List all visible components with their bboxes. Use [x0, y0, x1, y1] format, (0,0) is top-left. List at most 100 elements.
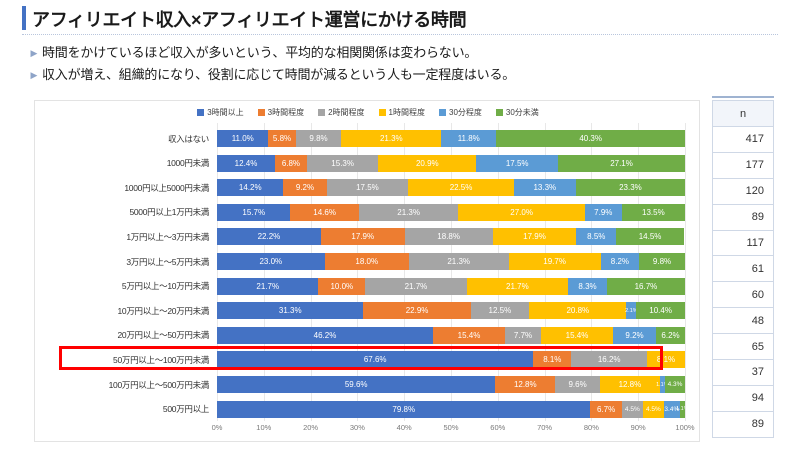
row-label: 収入はない: [167, 133, 209, 144]
bar-value-label: 19.7%: [543, 257, 566, 266]
bar-segment: 3.4%: [663, 400, 680, 418]
bar-segment: 14.2%: [217, 179, 284, 197]
bar-value-label: 67.6%: [363, 355, 387, 365]
chart-panel: 3時間以上 3時間程度 2時間程度 1時間程度 30分程度 30分未満 収入はない 11.0…: [34, 100, 700, 442]
page-title: アフィリエイト収入×アフィリエイト運営にかける時間: [32, 10, 467, 30]
bar-segment: 31.3%: [217, 302, 364, 320]
x-tick-label: 10%: [256, 423, 272, 432]
row-label: 100万円以上～500万円未満: [108, 379, 210, 390]
bar-segment: 7.7%: [505, 326, 542, 344]
bar-value-label: 23.0%: [259, 257, 283, 266]
bar-value-label: 7.7%: [513, 330, 533, 340]
bar-value-label: 20.8%: [566, 306, 590, 316]
bar-segment: 17.5%: [476, 154, 559, 172]
gridline: [357, 123, 359, 421]
chart-row: 5万円以上～10万円未満 21.7% 10.0% 21.7% 21.7% 8.3% 16.7…: [35, 275, 701, 298]
bar-segment: 17.9%: [320, 228, 405, 246]
stacked-bar: 21.7% 10.0% 21.7% 21.7% 8.3% 16.7%: [217, 277, 685, 295]
chart-row: 50万円以上～100万円未満 67.6% 8.1% 16.2% 8.1%: [35, 348, 701, 371]
bar-segment: 9.2%: [283, 179, 327, 197]
bar-value-label: 15.4%: [565, 330, 589, 340]
n-table-cell: 60: [713, 282, 773, 309]
x-tick-label: 40%: [396, 423, 412, 432]
gridline: [544, 123, 546, 421]
bar-segment: 22.5%: [408, 179, 514, 197]
legend-swatch-icon: [257, 109, 265, 116]
n-table-cell: 65: [713, 334, 773, 361]
bar-value-label: 1.1%: [656, 381, 669, 388]
bar-value-label: 8.2%: [610, 257, 630, 266]
bar-value-label: 13.5%: [642, 207, 665, 217]
bar-segment: 12.8%: [600, 376, 660, 393]
stacked-bar: 15.7% 14.6% 21.3% 27.0% 7.9% 13.5%: [217, 203, 685, 221]
bar-value-label: 14.2%: [238, 183, 262, 193]
bar-value-label: 11.8%: [457, 134, 480, 143]
bar-segment: 22.2%: [217, 228, 321, 246]
n-table-top-rule: [712, 96, 774, 98]
chart-row: 100万円以上～500万円未満 59.6% 12.8% 9.6% 12.8% 1.1% 4.…: [35, 373, 701, 396]
stacked-bar: 22.2% 17.9% 18.8% 17.9% 8.5% 14.5%: [217, 228, 685, 246]
legend-item-5[interactable]: 30分未満: [495, 107, 539, 118]
bar-value-label: 9.2%: [295, 183, 315, 193]
bar-value-label: 16.2%: [597, 355, 621, 365]
bar-segment: 59.6%: [217, 376, 496, 393]
chart-legend: 3時間以上 3時間程度 2時間程度 1時間程度 30分程度 30分未満: [35, 107, 701, 118]
row-label: 5000円以上1万円未満: [129, 207, 209, 218]
x-tick-label: 80%: [583, 423, 599, 432]
bullet-text: 収入が増え、組織的になり、役割に応じて時間が減るという人も一定程度はいる。: [42, 67, 516, 82]
legend-item-2[interactable]: 2時間程度: [318, 107, 365, 118]
gridline: [451, 123, 452, 421]
bar-segment: 17.5%: [326, 179, 409, 197]
n-table-cell: 61: [713, 256, 773, 283]
row-label: 1000円未満: [166, 158, 210, 169]
legend-swatch-icon: [318, 109, 326, 116]
bullet-marker-icon: ▶: [30, 48, 38, 58]
row-label: 1万円以上～3万円未満: [126, 231, 209, 242]
stacked-bar: 67.6% 8.1% 16.2% 8.1%: [217, 351, 685, 369]
bar-segment: 14.6%: [290, 203, 359, 221]
title-divider: [22, 34, 778, 35]
bar-segment: 9.6%: [555, 376, 601, 393]
bar-segment: 6.8%: [275, 154, 307, 172]
n-table-cell: 48: [713, 308, 773, 335]
legend-item-3[interactable]: 1時間程度: [378, 107, 425, 118]
stacked-bar: 31.3% 22.9% 12.5% 20.8% 2.1% 10.4%: [217, 302, 685, 320]
x-tick-label: 0%: [211, 423, 223, 432]
x-tick-label: 20%: [303, 423, 319, 432]
bar-segment: 11.8%: [441, 130, 497, 147]
stacked-bar: 79.8%6.7%4.5%4.5%3.4%1.1%: [217, 400, 685, 418]
legend-item-1[interactable]: 3時間程度: [257, 107, 304, 118]
bar-value-label: 4.5%: [624, 405, 640, 413]
gridline: [685, 123, 686, 421]
gridline: [404, 123, 406, 421]
bullet-text: 時間をかけているほど収入が多いという、平均的な相関関係は変わらない。: [42, 45, 478, 60]
bar-segment: 8.3%: [568, 277, 607, 295]
bar-segment: 12.8%: [495, 376, 556, 393]
bar-value-label: 12.4%: [234, 158, 258, 168]
legend-item-4[interactable]: 30分程度: [439, 107, 482, 118]
bar-segment: 6.7%: [590, 400, 622, 418]
bar-value-label: 16.7%: [634, 281, 658, 291]
stacked-bar: 59.6% 12.8% 9.6% 12.8% 1.1% 4.3%: [217, 376, 685, 393]
bar-value-label: 22.2%: [257, 232, 281, 242]
bar-segment: 21.3%: [408, 253, 509, 270]
row-label: 500万円以上: [162, 404, 209, 415]
bar-value-label: 8.1%: [543, 355, 562, 365]
bar-value-label: 11.0%: [231, 134, 254, 143]
bar-segment: 4.5%: [642, 400, 664, 418]
bar-value-label: 22.9%: [405, 306, 429, 316]
x-tick-label: 90%: [630, 423, 646, 432]
bar-value-label: 8.5%: [587, 232, 606, 242]
bar-segment: 21.3%: [341, 130, 442, 147]
bar-segment: 8.1%: [647, 351, 685, 369]
chart-row: 500万円以上 79.8%6.7%4.5%4.5%3.4%1.1%: [35, 398, 701, 421]
bar-segment: 9.8%: [295, 130, 342, 147]
stacked-bar: 14.2% 9.2% 17.5% 22.5% 13.3% 23.3%: [217, 179, 685, 197]
bar-segment: 21.7%: [217, 277, 319, 295]
bar-value-label: 21.3%: [379, 134, 403, 143]
bar-value-label: 13.3%: [533, 183, 557, 193]
legend-item-0[interactable]: 3時間以上: [197, 107, 244, 118]
n-table-cell: 120: [713, 178, 773, 205]
bar-value-label: 4.3%: [667, 381, 683, 388]
n-table-cell: 94: [713, 385, 773, 412]
